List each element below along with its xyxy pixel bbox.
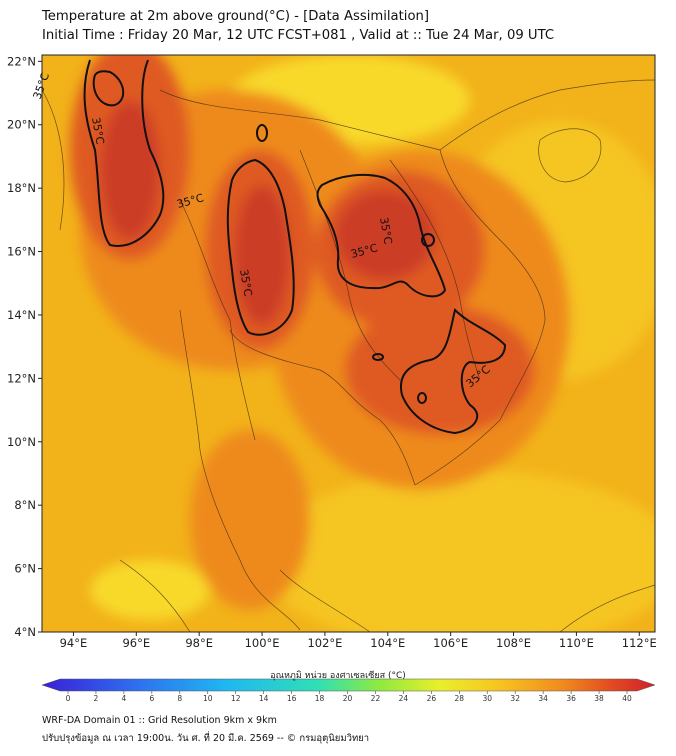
isotherm-thailand [226,158,295,336]
colorbar-title: อุณหภูมิ หน่วย องศาเซลเซียส (°C) [270,671,406,681]
coastline-hainan [538,128,602,183]
colorbar-tick-label: 40 [622,694,632,703]
colorbar-tick-label: 24 [399,694,409,703]
lon-tick-label: 96°E [122,636,150,650]
lat-tick-label: 10°N [7,435,36,449]
isotherm-small-2 [421,233,435,247]
colorbar-tick-label: 12 [231,694,241,703]
lat-tick-label: 4°N [14,625,36,639]
coastline-china [439,79,655,151]
border-thailand-laos [299,149,401,381]
lat-tick-label: 22°N [7,54,36,68]
colorbar-tick-label: 4 [122,694,127,703]
contour-label: 35°C [89,116,107,145]
lon-tick-label: 104°E [370,636,405,650]
coastline-borneo-west [279,569,371,632]
border-china-south [159,89,441,151]
lon-tick-label: 102°E [307,636,342,650]
footer-update-info: ปรับปรุงข้อมูล ณ เวลา 19:00น. วัน ศ. ที่… [42,733,370,744]
colorbar-tick-label: 6 [149,694,154,703]
lon-tick-label: 94°E [60,636,88,650]
chart-title: Temperature at 2m above ground(°C) - [Da… [42,9,430,24]
lat-tick-label: 14°N [7,308,36,322]
colorbar-tick-label: 16 [287,694,297,703]
lon-tick-label: 108°E [496,636,531,650]
lat-tick-label: 20°N [7,118,36,132]
isotherm-small-1 [256,124,268,142]
isotherm-small-4 [417,392,427,404]
colorbar-tick-label: 10 [203,694,213,703]
ocean-south-shade [260,470,655,632]
lat-tick-label: 6°N [14,562,36,576]
colorbar-tick-label: 36 [566,694,576,703]
colorbar-tick-label: 28 [455,694,465,703]
lat-tick-label: 8°N [14,498,36,512]
axis-ticks: 94°E 96°E 98°E 100°E 102°E 104°E 106°E 108°E 110… [7,54,657,650]
isotherm-laos [316,173,447,298]
coastline-west [42,89,65,231]
coastline-vietnam [414,149,546,486]
border-myanmar-thailand [179,199,256,441]
isotherm-small-3 [372,353,384,361]
lon-tick-label: 112°E [622,636,657,650]
colorbar-tick-label: 18 [315,694,325,703]
coastline-sumatra [119,559,191,632]
coastlines-and-borders [42,79,655,632]
coastline-andaman [179,309,301,631]
hotter-laos-shade [335,190,435,280]
colorbar-tick-label: 0 [66,694,71,703]
colorbar-tick-label: 30 [482,694,492,703]
map-frame [41,54,656,633]
colorbar-tick-label: 22 [371,694,381,703]
hotter-myanmar-shade [100,100,160,240]
hotter-thailand-shade [234,185,290,325]
cool-sumatra-shade [90,560,210,620]
footer-domain-info: WRF-DA Domain 01 :: Grid Resolution 9km … [42,715,277,726]
colorbar: 0 2 4 6 8 10 12 14 16 18 20 22 24 26 28 30 32 34 36 38 40 [41,678,656,703]
warm-peninsula-shade [190,430,310,610]
lon-tick-label: 106°E [433,636,468,650]
contour-label: 35°C [237,268,255,297]
lat-tick-label: 18°N [7,181,36,195]
lat-tick-label: 16°N [7,245,36,259]
colorbar-tick-label: 34 [538,694,548,703]
lon-tick-label: 100°E [245,636,280,650]
colorbar-tick-label: 2 [94,694,99,703]
colorbar-tick-label: 20 [343,694,353,703]
hot-cambodia-shade [345,305,535,435]
map-field [42,55,655,632]
coastline-borneo-north [559,584,655,632]
isotherm-myanmar [83,59,165,247]
contour-label: 35°C [377,216,395,245]
colorbar-tick-label: 26 [427,694,437,703]
chart-subtitle: Initial Time : Friday 20 Mar, 12 UTC FCS… [42,28,555,43]
isotherm-35 [83,59,507,435]
isotherm-myanmar-north [92,70,125,107]
colorbar-tick-label: 8 [177,694,182,703]
colorbar-tick-label: 32 [510,694,520,703]
lat-tick-label: 12°N [7,371,36,385]
coastline-gulf [229,329,416,486]
lon-tick-label: 98°E [185,636,213,650]
colorbar-tick-label: 38 [594,694,604,703]
lon-tick-label: 110°E [559,636,594,650]
colorbar-tick-label: 14 [259,694,269,703]
isotherm-cambodia [400,308,507,435]
colorbar-gradient [41,678,656,692]
border-laos-vietnam [389,159,481,381]
colorbar-ticks: 0 2 4 6 8 10 12 14 16 18 20 22 24 26 28 30 32 34 36 38 40 [66,691,632,703]
